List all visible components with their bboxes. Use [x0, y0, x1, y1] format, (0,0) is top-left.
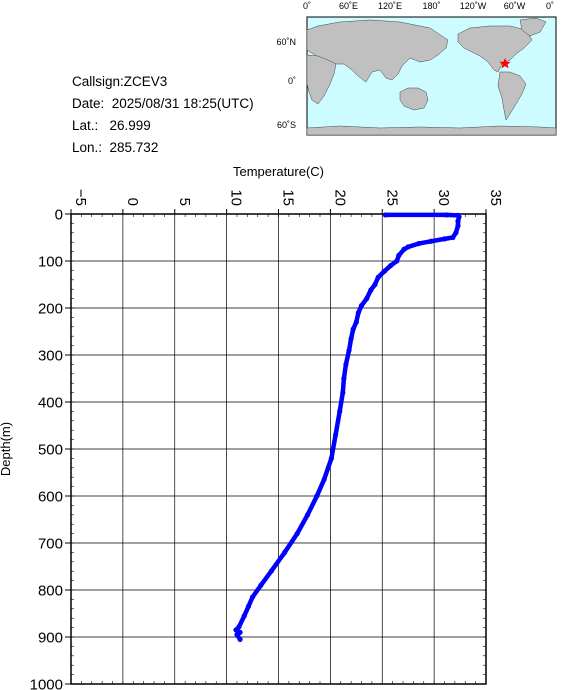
location-map: 0˚ 60˚E 120˚E 180˚ 120˚W 60˚W 0˚ 60˚N 0˚…: [276, 1, 557, 136]
map-land: [306, 17, 557, 136]
data-point: [233, 627, 239, 633]
data-point: [355, 310, 361, 316]
map-top-label: 0˚: [546, 1, 554, 11]
data-point: [341, 375, 347, 382]
data-point: [346, 347, 352, 353]
x-tick-label: 5: [176, 198, 193, 206]
x-tick-label: 35: [487, 189, 504, 206]
x-tick-label: 20: [331, 189, 348, 206]
x-axis-title: Temperature(C): [233, 164, 324, 179]
grid-lines: [71, 214, 486, 684]
data-point: [401, 246, 407, 252]
data-point: [249, 594, 256, 600]
data-point: [245, 603, 252, 610]
data-point: [304, 512, 311, 518]
data-point: [364, 296, 370, 302]
data-point: [394, 258, 400, 264]
y-tick-label: 400: [38, 395, 63, 412]
data-point: [387, 263, 394, 269]
temperature-profile-series: [233, 212, 462, 642]
data-point: [455, 223, 461, 229]
data-point: [282, 549, 288, 556]
y-tick-label: 0: [55, 207, 63, 224]
x-axis-ticks: −5 0 5 10 15 20 25 30 35: [70, 189, 504, 684]
x-tick-label: 25: [383, 189, 400, 206]
longitude-text: Lon.: 285.732: [72, 140, 159, 155]
y-tick-label: 900: [38, 630, 63, 647]
data-point: [268, 568, 274, 574]
y-tick-label: 800: [38, 583, 63, 600]
latitude-text: Lat.: 26.999: [72, 118, 151, 133]
data-point: [348, 335, 354, 342]
map-top-label: 60˚E: [339, 1, 358, 11]
x-tick-label: 30: [435, 189, 452, 206]
land-australia: [399, 87, 429, 111]
data-point: [294, 531, 300, 537]
data-point: [314, 493, 320, 499]
data-point: [456, 214, 462, 220]
y-tick-label: 100: [38, 254, 63, 271]
star-icon: [499, 58, 511, 69]
data-point: [455, 218, 461, 224]
land-south-america: [497, 71, 527, 121]
x-tick-label: −5: [72, 189, 89, 206]
callsign-text: Callsign:ZCEV3: [72, 74, 168, 89]
data-point: [350, 326, 356, 332]
map-top-label: 120˚E: [378, 1, 402, 11]
data-point: [375, 274, 381, 281]
land-antarctica: [306, 125, 557, 136]
y-tick-label: 200: [38, 301, 63, 318]
map-top-label: 180˚: [422, 1, 440, 11]
data-point: [343, 361, 349, 367]
data-point: [382, 212, 388, 218]
data-point: [428, 238, 434, 244]
y-tick-label: 600: [38, 489, 63, 506]
y-tick-label: 300: [38, 348, 63, 365]
y-tick-label: 500: [38, 442, 63, 459]
data-point: [441, 236, 448, 242]
data-point: [405, 244, 411, 250]
data-point: [340, 390, 346, 396]
data-point: [381, 268, 387, 274]
map-left-label: 0˚: [288, 76, 296, 86]
land-africa: [306, 54, 337, 105]
data-point: [443, 212, 450, 218]
data-point: [237, 636, 243, 642]
data-point: [236, 624, 242, 630]
y-tick-label: 1000: [30, 677, 63, 690]
data-point: [353, 319, 359, 325]
data-point: [321, 476, 327, 483]
map-top-label: 0˚: [303, 1, 311, 11]
data-point: [328, 455, 335, 461]
land-greenland: [519, 17, 547, 37]
data-point: [453, 230, 459, 236]
y-axis-title: Depth(m): [0, 422, 13, 476]
date-text: Date: 2025/08/31 18:25(UTC): [72, 96, 254, 111]
data-point: [368, 287, 374, 293]
x-tick-label: 15: [280, 189, 297, 206]
map-left-label: 60˚S: [277, 120, 296, 130]
map-left-label: 60˚N: [276, 37, 296, 47]
y-axis-ticks: 0 100 200 300 400 500 600 700 800 900 1000: [30, 207, 486, 690]
data-point: [396, 252, 402, 258]
x-tick-label: 10: [228, 189, 245, 206]
data-point: [415, 241, 422, 247]
map-top-label: 60˚W: [504, 1, 526, 11]
data-point: [258, 582, 264, 588]
data-point: [358, 303, 365, 309]
data-point: [337, 408, 343, 414]
map-top-label: 120˚W: [460, 1, 487, 11]
x-tick-label: 0: [124, 198, 141, 206]
data-point: [234, 632, 240, 638]
data-point: [241, 613, 247, 619]
data-point: [450, 234, 456, 241]
data-point: [332, 432, 339, 438]
y-tick-label: 700: [38, 536, 63, 553]
data-point: [372, 281, 378, 288]
